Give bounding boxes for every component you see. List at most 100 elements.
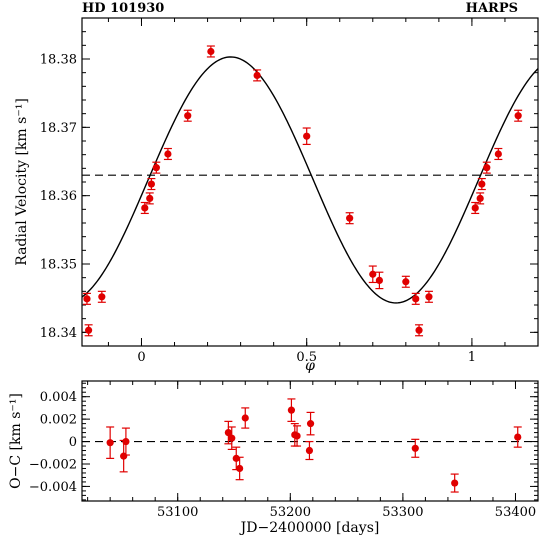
data-marker <box>411 444 419 452</box>
y-tick-label: 18.35 <box>40 258 77 273</box>
data-point <box>145 192 154 205</box>
data-marker <box>164 150 172 158</box>
data-marker <box>514 112 522 120</box>
data-marker <box>83 295 91 303</box>
data-marker <box>146 194 154 202</box>
x-tick-label: 0.5 <box>296 350 317 365</box>
data-point <box>84 324 93 337</box>
data-marker <box>122 437 130 446</box>
data-point <box>471 201 480 215</box>
data-point <box>345 212 354 225</box>
data-point <box>163 147 172 161</box>
data-marker <box>232 454 240 462</box>
y-tick-label: 18.36 <box>40 189 77 204</box>
data-point <box>183 109 192 122</box>
data-point <box>306 411 315 436</box>
data-point <box>241 407 250 429</box>
data-point <box>121 427 130 456</box>
top-data-points <box>82 45 523 337</box>
data-marker <box>228 434 236 442</box>
data-marker <box>514 433 522 441</box>
data-marker <box>451 479 459 487</box>
data-point <box>368 265 377 284</box>
data-marker <box>98 293 106 301</box>
data-marker <box>152 164 160 172</box>
data-point <box>375 271 384 290</box>
x-tick-label: 53200 <box>270 505 311 520</box>
data-point <box>106 426 115 459</box>
y-tick-label: 18.38 <box>40 53 77 68</box>
data-marker <box>147 180 155 188</box>
data-marker <box>415 326 423 334</box>
data-point <box>235 456 244 481</box>
x-tick-label: 53400 <box>495 505 536 520</box>
y-tick-label: 0.002 <box>40 413 77 428</box>
data-point <box>206 45 215 58</box>
y-tick-label: 0 <box>69 435 77 450</box>
data-marker <box>287 406 296 414</box>
data-marker <box>184 112 192 120</box>
data-point <box>82 292 91 305</box>
data-point <box>424 290 433 303</box>
data-marker <box>375 276 383 284</box>
top-x-axis-label: φ <box>305 358 315 374</box>
data-marker <box>494 150 502 158</box>
data-point <box>253 69 262 82</box>
data-marker <box>306 420 315 428</box>
data-marker <box>369 270 377 278</box>
data-point <box>147 177 156 191</box>
data-point <box>494 147 503 161</box>
bottom-y-axis-label: O−C [km s⁻¹] <box>8 393 24 489</box>
data-marker <box>224 428 232 437</box>
x-tick-label: 0 <box>137 350 145 365</box>
y-tick-label: 18.34 <box>40 326 77 341</box>
data-marker <box>476 194 484 202</box>
instrument-label: HARPS <box>466 1 518 16</box>
data-marker <box>483 164 491 172</box>
data-marker <box>241 414 249 422</box>
top-y-axis-label: Radial Velocity [km s⁻¹] <box>14 98 30 266</box>
top-tick-labels: 0 0.5 1 18.34 18.35 18.36 18.37 18.38 <box>40 53 476 366</box>
data-marker <box>293 432 301 440</box>
data-point <box>293 425 302 447</box>
data-marker <box>85 326 93 334</box>
data-marker <box>236 464 244 473</box>
data-marker <box>346 214 354 222</box>
phase-folded-rv-panel: 0 0.5 1 18.34 18.35 18.36 18.37 18.38 φ Radial … <box>14 17 539 374</box>
data-point <box>224 420 233 445</box>
data-point <box>227 426 236 451</box>
y-tick-label: 0.004 <box>40 390 77 405</box>
data-marker <box>141 204 149 212</box>
data-marker <box>425 293 433 301</box>
bottom-tick-labels: 53100 53200 53300 53400 −0.004 −0.002 0 0.002 0.… <box>29 390 536 520</box>
data-marker <box>471 204 479 212</box>
data-marker <box>253 71 261 79</box>
data-point <box>140 201 149 215</box>
bottom-data-points <box>106 398 522 493</box>
data-point <box>411 438 420 458</box>
data-point <box>97 290 106 303</box>
data-marker <box>402 278 410 286</box>
x-tick-label: 53300 <box>382 505 423 520</box>
target-label: HD 101930 <box>82 1 164 16</box>
data-point <box>415 324 424 337</box>
residuals-panel: 53100 53200 53300 53400 −0.004 −0.002 0 0.002 0.… <box>8 380 539 536</box>
data-marker <box>106 439 114 447</box>
orbit-fit-curve <box>81 56 539 304</box>
bottom-x-axis-label: JD−2400000 [days] <box>239 520 380 536</box>
data-point <box>477 177 486 191</box>
data-marker <box>478 180 486 188</box>
y-tick-label: 18.37 <box>40 121 77 136</box>
data-point <box>302 127 311 146</box>
bottom-tick-marks <box>82 381 539 501</box>
data-marker <box>207 47 215 56</box>
data-point <box>482 161 491 174</box>
y-tick-label: −0.004 <box>29 480 77 495</box>
data-marker <box>303 132 311 140</box>
data-point <box>305 440 314 461</box>
data-marker <box>412 295 420 303</box>
data-point <box>450 473 459 493</box>
data-point <box>232 446 241 471</box>
data-point <box>152 161 161 174</box>
